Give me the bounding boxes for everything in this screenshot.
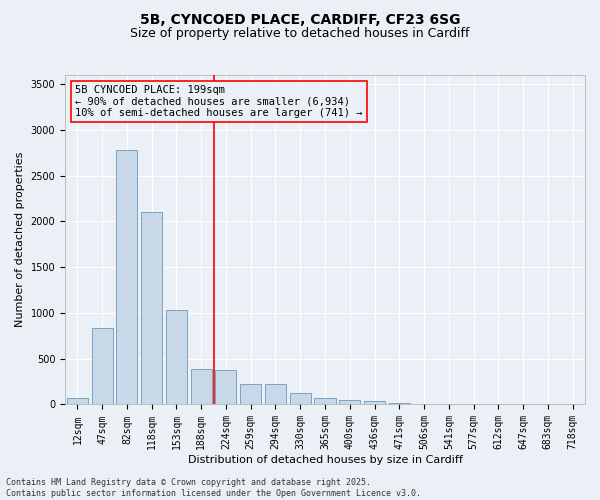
Bar (215, 370, 236, 404)
Bar (265, 384, 286, 404)
Bar (166, 310, 187, 404)
Text: 5B CYNCOED PLACE: 199sqm
← 90% of detached houses are smaller (6,934)
10% of sem: 5B CYNCOED PLACE: 199sqm ← 90% of detach… (76, 85, 363, 118)
Bar (191, 369, 212, 404)
Bar (67, 398, 88, 404)
Bar (314, 398, 335, 404)
Bar (339, 400, 360, 404)
Text: 5B, CYNCOED PLACE, CARDIFF, CF23 6SG: 5B, CYNCOED PLACE, CARDIFF, CF23 6SG (140, 12, 460, 26)
Text: Contains HM Land Registry data © Crown copyright and database right 2025.
Contai: Contains HM Land Registry data © Crown c… (6, 478, 421, 498)
Bar (92, 328, 113, 404)
Bar (290, 394, 311, 404)
Bar (240, 384, 261, 404)
Bar (389, 402, 410, 404)
Bar (364, 401, 385, 404)
Bar (116, 150, 137, 405)
Y-axis label: Number of detached properties: Number of detached properties (15, 152, 25, 328)
Bar (141, 212, 162, 404)
X-axis label: Distribution of detached houses by size in Cardiff: Distribution of detached houses by size … (188, 455, 463, 465)
Text: Size of property relative to detached houses in Cardiff: Size of property relative to detached ho… (130, 28, 470, 40)
